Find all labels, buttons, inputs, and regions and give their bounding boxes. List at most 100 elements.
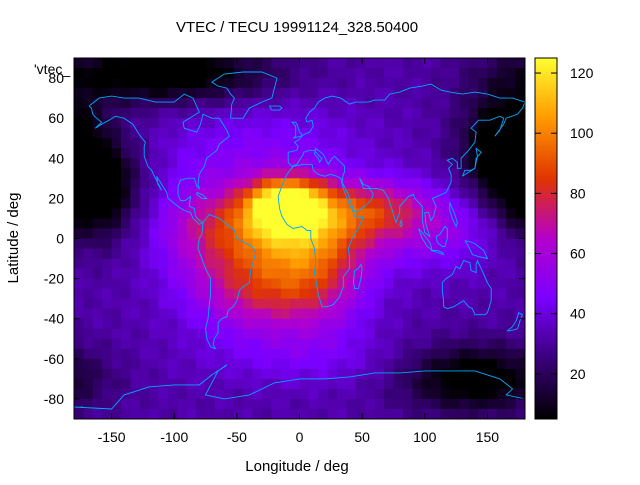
heatmap-cell: [167, 118, 178, 129]
heatmap-cell: [205, 238, 216, 250]
heatmap-cell: [224, 178, 235, 189]
heatmap-cell: [346, 118, 357, 129]
heatmap-cell: [431, 128, 442, 139]
heatmap-cell: [214, 58, 225, 69]
heatmap-cell: [177, 248, 188, 260]
heatmap-cell: [496, 238, 507, 250]
heatmap-cell: [280, 58, 291, 69]
heatmap-cell: [167, 98, 178, 109]
heatmap-cell: [196, 368, 207, 380]
heatmap-cell: [299, 308, 310, 320]
heatmap-cell: [196, 98, 207, 109]
heatmap-cell: [384, 328, 395, 340]
heatmap-cell: [280, 188, 291, 199]
coastline: [74, 364, 525, 410]
heatmap-cell: [421, 338, 432, 350]
heatmap-cell: [318, 358, 329, 370]
heatmap-cell: [271, 278, 282, 290]
heatmap-cell: [337, 308, 348, 320]
heatmap-cell: [478, 118, 489, 129]
heatmap-cell: [374, 178, 385, 189]
heatmap-cell: [374, 218, 385, 230]
heatmap-cell: [440, 358, 451, 370]
heatmap-cell: [111, 408, 122, 419]
heatmap-cell: [74, 228, 84, 240]
heatmap-cell: [478, 78, 489, 89]
heatmap-cell: [167, 268, 178, 280]
heatmap-cell: [224, 258, 235, 270]
heatmap-cell: [440, 198, 451, 210]
heatmap-cell: [393, 188, 404, 199]
heatmap-cell: [327, 278, 338, 290]
heatmap-cell: [459, 208, 470, 220]
heatmap-cell: [186, 148, 197, 159]
heatmap-cell: [74, 188, 84, 199]
heatmap-cell: [440, 68, 451, 79]
heatmap-cell: [318, 388, 329, 400]
heatmap-cell: [318, 108, 329, 119]
heatmap-cell: [130, 158, 141, 169]
heatmap-cell: [308, 198, 319, 210]
heatmap-cell: [402, 408, 413, 419]
heatmap-cell: [478, 188, 489, 199]
heatmap-cell: [449, 378, 460, 390]
heatmap-cell: [402, 148, 413, 159]
heatmap-cell: [158, 158, 169, 169]
heatmap-cell: [120, 208, 131, 220]
heatmap-cell: [186, 318, 197, 330]
heatmap-cell: [478, 98, 489, 109]
coastline: [277, 163, 365, 308]
heatmap-cell: [167, 148, 178, 159]
heatmap-cell: [402, 328, 413, 340]
heatmap-cell: [167, 348, 178, 360]
heatmap-cell: [205, 178, 216, 189]
heatmap-cell: [167, 218, 178, 230]
heatmap-cell: [261, 148, 272, 159]
heatmap-cell: [271, 228, 282, 240]
heatmap-cell: [468, 338, 479, 350]
heatmap-cell: [496, 158, 507, 169]
heatmap-cell: [374, 258, 385, 270]
heatmap-cell: [214, 198, 225, 210]
heatmap-cell: [186, 168, 197, 179]
heatmap-cell: [214, 408, 225, 419]
heatmap-cell: [186, 258, 197, 270]
y-tick-label: 20: [48, 190, 64, 206]
heatmap-cell: [327, 218, 338, 230]
heatmap-cell: [92, 198, 103, 210]
heatmap-cell: [468, 388, 479, 400]
heatmap-cell: [280, 298, 291, 310]
heatmap-cell: [478, 388, 489, 400]
heatmap-cell: [111, 78, 122, 89]
heatmap-cell: [149, 178, 160, 189]
heatmap-cell: [243, 188, 254, 199]
heatmap-cell: [468, 408, 479, 419]
heatmap-cell: [290, 398, 301, 410]
heatmap-cell: [271, 308, 282, 320]
heatmap-cell: [327, 118, 338, 129]
heatmap-cell: [393, 318, 404, 330]
heatmap-cell: [290, 58, 301, 69]
heatmap-cell: [299, 228, 310, 240]
heatmap-cell: [459, 98, 470, 109]
heatmap-cell: [468, 228, 479, 240]
heatmap-cell: [92, 58, 103, 69]
heatmap-cell: [233, 358, 244, 370]
heatmap-cell: [327, 268, 338, 280]
heatmap-cell: [243, 228, 254, 240]
heatmap-cell: [355, 218, 366, 230]
heatmap-cell: [92, 68, 103, 79]
heatmap-cell: [308, 98, 319, 109]
heatmap-cell: [318, 268, 329, 280]
heatmap-cell: [139, 128, 150, 139]
heatmap-cell: [261, 298, 272, 310]
heatmap-cell: [290, 408, 301, 419]
heatmap-cell: [243, 398, 254, 410]
heatmap-cell: [355, 128, 366, 139]
heatmap-cell: [327, 78, 338, 89]
heatmap-cell: [421, 218, 432, 230]
heatmap-cell: [111, 348, 122, 360]
heatmap-cell: [111, 98, 122, 109]
heatmap-cell: [412, 198, 423, 210]
